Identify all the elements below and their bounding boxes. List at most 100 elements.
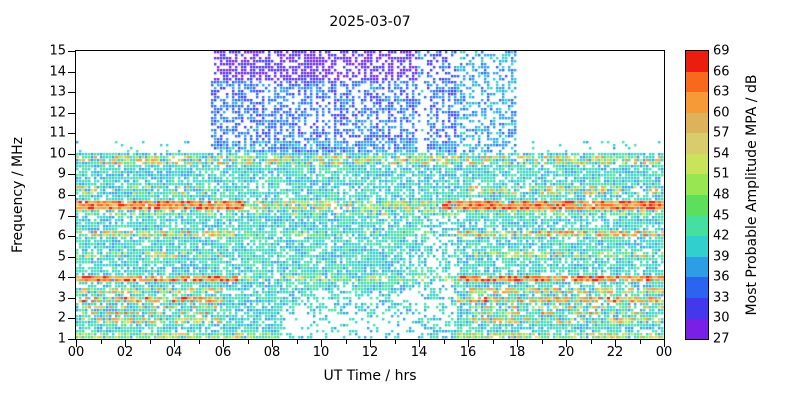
x-minor-tick	[296, 340, 298, 344]
x-tick	[615, 340, 616, 347]
x-tick	[370, 340, 371, 347]
x-tick-label: 08	[263, 345, 281, 360]
x-tick	[223, 340, 224, 347]
x-minor-tick	[590, 340, 592, 344]
y-tick	[68, 277, 75, 279]
colorbar-cell	[686, 297, 708, 319]
x-tick-label: 12	[361, 345, 379, 360]
colorbar-cell	[686, 112, 708, 134]
x-tick-label: 00	[67, 345, 85, 360]
chart-title: 2025-03-07	[329, 14, 411, 30]
y-tick-label: 1	[57, 331, 66, 347]
y-tick	[68, 92, 75, 94]
colorbar-cell	[686, 133, 708, 154]
y-tick-label: 8	[57, 187, 66, 203]
x-tick-label: 02	[116, 345, 134, 360]
y-tick	[68, 51, 75, 52]
y-tick	[68, 71, 75, 73]
x-tick	[566, 340, 567, 347]
x-tick	[174, 340, 175, 347]
y-tick-label: 4	[57, 269, 66, 285]
y-tick	[68, 297, 75, 299]
x-axis-label: UT Time / hrs	[323, 368, 417, 384]
colorbar-tick-label: 54	[713, 146, 730, 162]
x-minor-tick	[443, 340, 445, 344]
y-tick-label: 5	[57, 249, 66, 265]
x-tick-label: 14	[410, 345, 428, 360]
colorbar-tick-label: 57	[713, 125, 730, 141]
x-tick-label: 22	[606, 345, 624, 360]
colorbar-tick-label: 51	[713, 166, 730, 182]
y-tick	[68, 153, 75, 155]
x-minor-tick	[198, 340, 200, 344]
colorbar-cell	[686, 71, 708, 93]
colorbar-tick-label: 39	[713, 249, 730, 265]
plot-area: 00 02 04 06 08 10 12 14 16 18 20 22 00 1 2 3 4 5 6 7 8 9 10 11 1…	[49, 44, 672, 361]
y-tick	[68, 236, 75, 238]
y-tick-label: 15	[49, 43, 66, 59]
y-tick-label: 3	[57, 290, 66, 306]
y-tick-label: 2	[57, 310, 66, 326]
y-tick-label: 6	[57, 228, 66, 244]
heatmap-canvas	[76, 51, 664, 339]
x-tick	[125, 340, 126, 347]
colorbar-tick-label: 30	[713, 310, 730, 326]
x-tick-label: 10	[312, 345, 330, 360]
x-minor-tick	[639, 340, 641, 344]
y-tick	[68, 133, 75, 135]
x-minor-tick	[541, 340, 543, 344]
colorbar-tick-label: 36	[713, 269, 730, 285]
colorbar-cell	[686, 174, 708, 196]
x-minor-tick	[492, 340, 494, 344]
y-axis-label: Frequency / MHz	[10, 137, 26, 253]
colorbar-tick-label: 45	[713, 208, 730, 224]
colorbar-cell	[686, 92, 708, 113]
x-tick-label: 06	[214, 345, 232, 360]
colorbar-cell	[686, 236, 708, 257]
x-tick-label: 00	[655, 345, 673, 360]
y-tick-label: 14	[49, 64, 66, 80]
x-minor-tick	[100, 340, 102, 344]
x-tick	[517, 340, 518, 347]
y-tick	[68, 318, 75, 320]
x-tick-label: 04	[165, 345, 183, 360]
y-tick-label: 10	[49, 146, 66, 162]
colorbar-cell	[686, 195, 708, 216]
colorbar-tick-label: 33	[713, 290, 730, 306]
x-tick-label: 20	[557, 345, 575, 360]
y-tick	[68, 215, 75, 217]
y-tick-label: 9	[57, 166, 66, 182]
colorbar	[685, 50, 709, 340]
x-tick-label: 18	[508, 345, 526, 360]
colorbar-tick-label: 66	[713, 64, 730, 80]
y-tick	[68, 112, 75, 114]
y-tick	[68, 174, 75, 176]
colorbar-cell	[686, 215, 708, 237]
colorbar-tick-label: 69	[713, 43, 730, 59]
colorbar-tick-label: 42	[713, 228, 730, 244]
x-minor-tick	[149, 340, 151, 344]
x-tick	[468, 340, 469, 347]
colorbar-tick-labels: 27 30 33 36 39 42 45 48 51 54 57 60 63 66 69	[713, 44, 753, 347]
x-minor-tick	[247, 340, 249, 344]
x-tick-label: 16	[459, 345, 477, 360]
colorbar-tick-label: 63	[713, 84, 730, 100]
y-tick-label: 13	[49, 84, 66, 100]
x-minor-tick	[394, 340, 396, 344]
colorbar-label: Most Probable Amplitude MPA / dB	[744, 74, 760, 316]
x-minor-tick	[345, 340, 347, 344]
x-tick	[664, 340, 665, 347]
x-tick	[419, 340, 420, 347]
colorbar-cell	[686, 318, 708, 340]
y-tick-label: 7	[57, 208, 66, 224]
x-tick	[321, 340, 322, 347]
colorbar-tick-label: 48	[713, 187, 730, 203]
colorbar-cell	[686, 277, 708, 298]
colorbar-cell	[686, 51, 708, 72]
y-tick	[68, 195, 75, 196]
y-tick-label: 11	[49, 125, 66, 141]
y-tick-label: 12	[49, 105, 66, 121]
x-tick	[76, 340, 77, 347]
y-tick	[68, 339, 75, 340]
